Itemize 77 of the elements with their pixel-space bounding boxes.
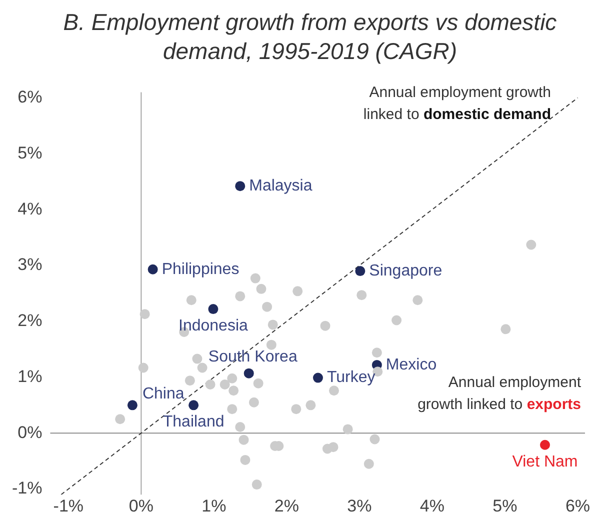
- y-tick-label: 4%: [18, 199, 42, 218]
- point: [268, 320, 278, 330]
- point: [140, 309, 150, 320]
- point: [312, 372, 323, 383]
- point: [526, 240, 536, 250]
- point: [240, 454, 250, 465]
- point: [364, 458, 374, 469]
- point: [235, 291, 246, 302]
- point: [540, 440, 550, 450]
- point: [238, 434, 249, 445]
- x-tick-label: 5%: [492, 496, 518, 516]
- point: [235, 181, 246, 192]
- point: [248, 397, 259, 408]
- point: [412, 295, 423, 306]
- x-tick-label: -1%: [53, 496, 84, 516]
- x-tick-label: 4%: [420, 496, 444, 516]
- point: [227, 404, 238, 414]
- y-tick-label: 3%: [18, 255, 42, 274]
- annotation: Annual employment growth linked to domestic demand: [363, 83, 551, 125]
- point: [266, 340, 276, 350]
- y-tick-label: 5%: [18, 143, 42, 162]
- series-label: Mexico: [386, 356, 437, 374]
- y-tick-label: 6%: [18, 87, 42, 106]
- series-label: Malaysia: [249, 178, 312, 194]
- y-tick-label: 1%: [18, 366, 42, 386]
- point: [356, 290, 367, 300]
- point: [328, 442, 338, 452]
- point: [355, 266, 366, 276]
- series-label: Thailand: [162, 414, 224, 431]
- series-label: South Korea: [208, 348, 298, 366]
- point: [306, 400, 316, 410]
- point: [500, 324, 511, 334]
- point: [320, 320, 330, 331]
- point: [292, 286, 303, 296]
- point: [262, 302, 272, 312]
- point: [208, 304, 218, 314]
- point: [244, 368, 254, 378]
- point: [115, 414, 126, 424]
- x-tick-label: 3%: [347, 496, 372, 516]
- point: [250, 273, 260, 284]
- series-label: Philippines: [162, 260, 240, 278]
- annotation: Annual employment growth linked to exports: [418, 373, 581, 415]
- series-label: China: [142, 386, 184, 403]
- x-tick-label: 2%: [274, 496, 299, 516]
- point: [256, 284, 266, 294]
- chart-title: B. Employment growth from exports vs domestic demand, 1995-2019 (CAGR): [62, 8, 558, 66]
- point: [370, 434, 380, 444]
- series-label: Viet Nam: [512, 453, 578, 470]
- point: [235, 422, 246, 432]
- point: [138, 362, 148, 373]
- y-tick-label: 2%: [18, 311, 42, 330]
- x-tick-label: 6%: [565, 496, 590, 516]
- series-label: Singapore: [369, 262, 442, 280]
- point: [227, 373, 238, 384]
- point: [291, 404, 302, 414]
- x-tick-label: 1%: [202, 496, 226, 516]
- point: [148, 264, 158, 274]
- point: [205, 380, 216, 390]
- y-tick-label: -1%: [12, 478, 42, 498]
- point: [342, 424, 353, 434]
- point: [184, 376, 195, 386]
- point: [328, 386, 339, 396]
- point: [220, 380, 230, 390]
- point: [186, 295, 196, 306]
- series-label: Turkey: [326, 369, 376, 386]
- point: [253, 378, 264, 388]
- point: [188, 400, 199, 410]
- point: [127, 400, 138, 410]
- point: [228, 386, 239, 396]
- series-label: Indonesia: [178, 317, 248, 334]
- y-tick-label: 0%: [18, 422, 42, 442]
- point: [372, 348, 382, 358]
- point: [197, 362, 208, 373]
- x-tick-label: 0%: [128, 496, 154, 516]
- point: [392, 315, 402, 326]
- point: [252, 480, 262, 490]
- point: [192, 354, 202, 364]
